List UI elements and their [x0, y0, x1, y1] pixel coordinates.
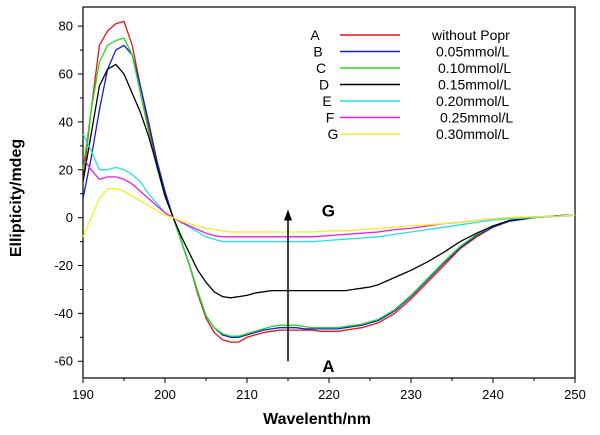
y-tick-label: 40	[59, 114, 73, 129]
y-tick-label: -60	[54, 354, 73, 369]
legend-entry-d: D 0.15mmol/L	[319, 77, 511, 93]
legend-entry-b: B 0.05mmol/L	[313, 44, 509, 60]
legend-label: 0.30mmol/L	[436, 126, 509, 142]
x-tick-label: 250	[564, 387, 586, 402]
legend-entry-f: F 0.25mmol/L	[326, 110, 514, 126]
legend-label: 0.15mmol/L	[438, 77, 511, 93]
arrow-head	[284, 209, 292, 221]
y-tick-label: 80	[59, 19, 73, 34]
x-tick-label: 200	[154, 387, 176, 402]
series-line-g	[82, 188, 576, 238]
legend-entry-c: C 0.10mmol/L	[316, 60, 511, 76]
legend-letter: A	[310, 27, 320, 43]
legend-letter: C	[316, 60, 326, 76]
y-tick-label: 20	[59, 162, 73, 177]
series-line-e	[82, 133, 576, 243]
legend-entry-e: E 0.20mmol/L	[322, 93, 509, 109]
y-tick-label: -40	[54, 306, 73, 321]
x-tick-label: 210	[236, 387, 258, 402]
series-line-a	[82, 20, 576, 343]
series-line-d	[82, 63, 576, 299]
y-tick-label: 0	[66, 210, 73, 225]
x-tick-label: 240	[482, 387, 504, 402]
legend-label: 0.05mmol/L	[436, 44, 509, 60]
legend-label: 0.25mmol/L	[440, 110, 513, 126]
legend-letter: D	[319, 77, 329, 93]
legend-letter: B	[313, 44, 322, 60]
legend-letter: G	[328, 126, 339, 142]
series-line-b	[82, 44, 576, 338]
x-tick-label: 230	[400, 387, 422, 402]
y-tick-label: 60	[59, 67, 73, 82]
x-tick-label: 190	[72, 387, 94, 402]
series-line-c	[82, 37, 576, 337]
y-axis-title: Ellipticity/mdeg	[8, 139, 25, 257]
annotation-g: G	[322, 201, 335, 220]
y-tick-label: -20	[54, 258, 73, 273]
x-tick-label: 220	[318, 387, 340, 402]
legend-entry-g: G 0.30mmol/L	[328, 126, 510, 142]
legend-label: without Popr	[431, 27, 510, 43]
annotation-a: A	[322, 357, 334, 376]
legend-label: 0.10mmol/L	[438, 60, 511, 76]
legend-letter: E	[322, 93, 331, 109]
x-axis-title: Wavelenth/nm	[263, 411, 371, 428]
legend-label: 0.20mmol/L	[436, 93, 509, 109]
legend-letter: F	[326, 110, 335, 126]
